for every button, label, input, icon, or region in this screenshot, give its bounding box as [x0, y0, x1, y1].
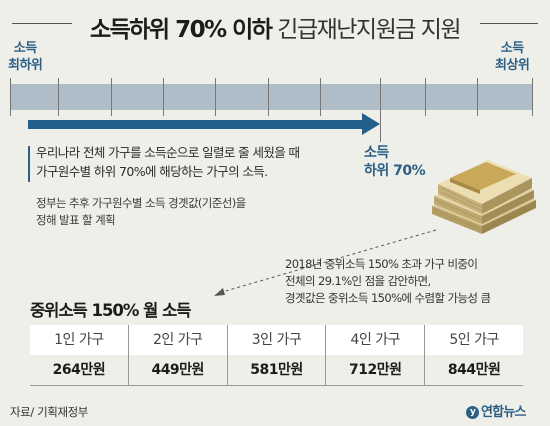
pointer-line — [214, 229, 437, 296]
title-light: 긴급재난지원금 지원 — [277, 17, 461, 43]
value-1-person: 264만원 — [30, 355, 129, 385]
header-3-person: 3인 가구 — [227, 325, 327, 355]
explanation-line2: 전체의 29.1%인 점을 감안하면, — [285, 274, 431, 288]
bottom-70-arrow-body — [28, 120, 364, 129]
description: 우리나라 전체 가구를 소득순으로 일렬로 줄 세웠을 때 가구원수별 하위 7… — [36, 143, 300, 181]
label-lowest-line2: 최하위 — [8, 58, 43, 73]
bottom-70-label-line1: 소득 — [364, 145, 389, 161]
table-title: 중위소득 150% 월 소득 — [30, 301, 191, 320]
label-highest: 소득 최상위 — [495, 40, 530, 74]
value-3-person: 581만원 — [228, 355, 327, 385]
value-2-person: 449만원 — [129, 355, 228, 385]
explanation: 2018년 중위소득 150% 초과 가구 비중이 전체의 29.1%인 점을 … — [285, 256, 491, 307]
source-credit: 자료/ 기획재정부 — [10, 405, 88, 419]
logo-mark-icon: y — [466, 406, 479, 419]
description-line1: 우리나라 전체 가구를 소득순으로 일렬로 줄 세웠을 때 — [36, 145, 300, 160]
scale-tick — [163, 78, 164, 116]
scale-start-tick — [10, 78, 11, 116]
logo-text: 연합뉴스 — [481, 405, 526, 420]
note-line2: 정해 발표 할 계획 — [36, 213, 116, 227]
scale-end-tick — [532, 78, 533, 116]
income-scale-bar — [10, 84, 532, 110]
table-value-row: 264만원 449만원 581만원 712만원 844만원 — [30, 355, 523, 385]
table-header-row: 1인 가구 2인 가구 3인 가구 4인 가구 5인 가구 — [30, 325, 523, 355]
header-2-person: 2인 가구 — [128, 325, 228, 355]
plan-note: 정부는 추후 가구원수별 소득 경곗값(기준선)을 정해 발표 할 계획 — [36, 195, 246, 229]
title-bold: 소득하위 70% 이하 — [89, 17, 273, 43]
label-highest-line2: 최상위 — [495, 58, 530, 73]
note-line1: 정부는 추후 가구원수별 소득 경곗값(기준선)을 — [36, 196, 246, 210]
scale-tick — [477, 78, 478, 116]
title-rule-left — [12, 23, 72, 24]
header-5-person: 5인 가구 — [425, 325, 523, 355]
value-5-person: 844만원 — [447, 362, 501, 378]
scale-tick — [320, 78, 321, 116]
description-bracket — [28, 146, 30, 182]
bottom-70-arrow-head — [362, 113, 380, 135]
scale-tick — [215, 78, 216, 116]
scale-tick — [58, 78, 59, 116]
bottom-70-label-line2: 하위 70% — [364, 163, 426, 179]
scale-tick-70 — [380, 78, 381, 142]
agency-logo: y 연합뉴스 — [466, 401, 526, 420]
explanation-line1: 2018년 중위소득 150% 초과 가구 비중이 — [285, 257, 478, 271]
scale-tick — [425, 78, 426, 116]
bottom-70-label: 소득 하위 70% — [364, 144, 426, 180]
label-lowest: 소득 최하위 — [8, 40, 43, 74]
value-4-person: 712만원 — [326, 355, 426, 385]
scale-tick — [111, 78, 112, 116]
description-line2: 가구원수별 하위 70%에 해당하는 가구의 소득. — [36, 164, 268, 179]
table-bottom-rule — [30, 385, 523, 386]
scale-tick — [268, 78, 269, 116]
label-highest-line1: 소득 — [500, 41, 524, 56]
income-table: 1인 가구 2인 가구 3인 가구 4인 가구 5인 가구 264만원 449만… — [30, 325, 523, 386]
header-1-person: 1인 가구 — [30, 325, 129, 355]
page-title: 소득하위 70% 이하 긴급재난지원금 지원 — [0, 10, 550, 44]
money-stack-icon — [432, 160, 536, 234]
title-rule-right — [480, 23, 538, 24]
explanation-line3: 경곗값은 중위소득 150%에 수렴할 가능성 큼 — [285, 291, 491, 305]
header-4-person: 4인 가구 — [326, 325, 426, 355]
label-lowest-line1: 소득 — [13, 41, 37, 56]
